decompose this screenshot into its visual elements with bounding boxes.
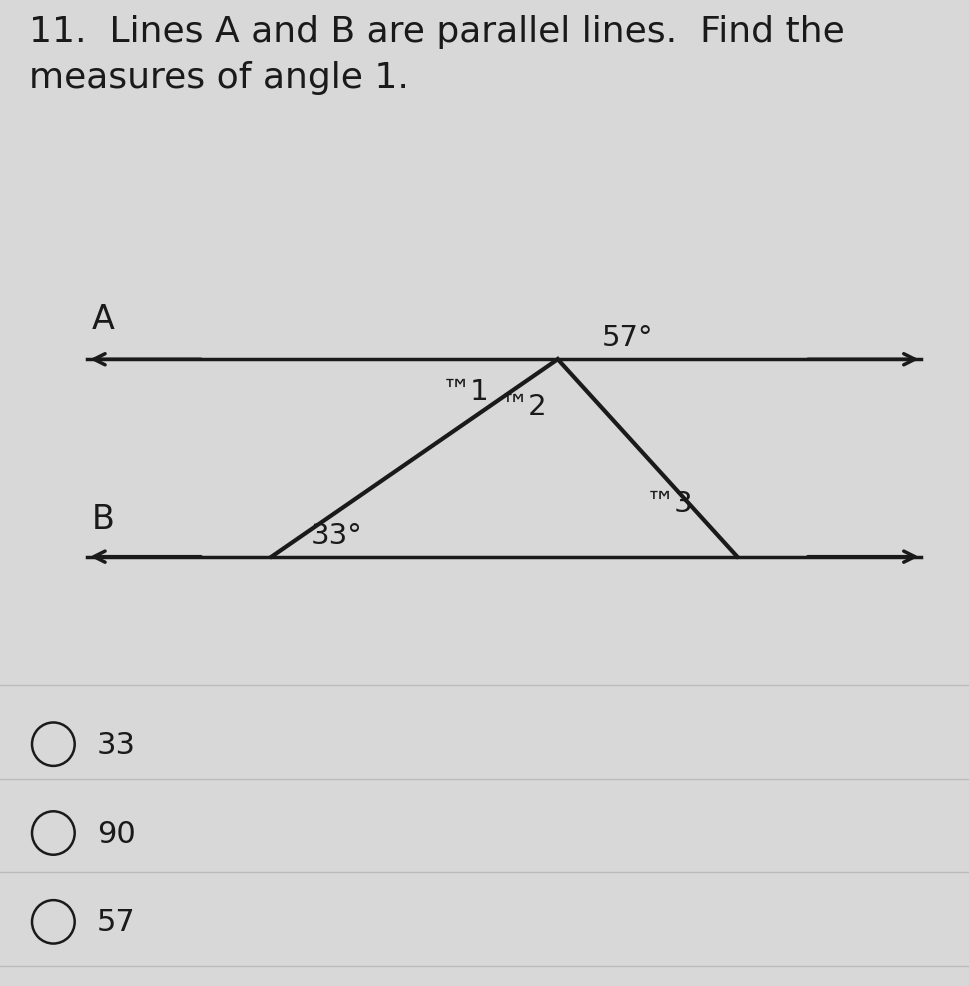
Text: 57: 57 [97, 907, 136, 937]
Text: measures of angle 1.: measures of angle 1. [29, 61, 409, 95]
Text: A: A [92, 303, 115, 335]
Text: 33°: 33° [310, 522, 361, 549]
Text: ™3: ™3 [644, 490, 693, 518]
Text: 33: 33 [97, 730, 136, 759]
Text: 90: 90 [97, 818, 136, 848]
Text: 11.  Lines A and B are parallel lines.  Find the: 11. Lines A and B are parallel lines. Fi… [29, 15, 844, 48]
Text: B: B [92, 503, 115, 535]
Text: ™2: ™2 [499, 392, 547, 420]
Text: 57°: 57° [601, 324, 652, 352]
Text: ™1: ™1 [441, 378, 489, 405]
